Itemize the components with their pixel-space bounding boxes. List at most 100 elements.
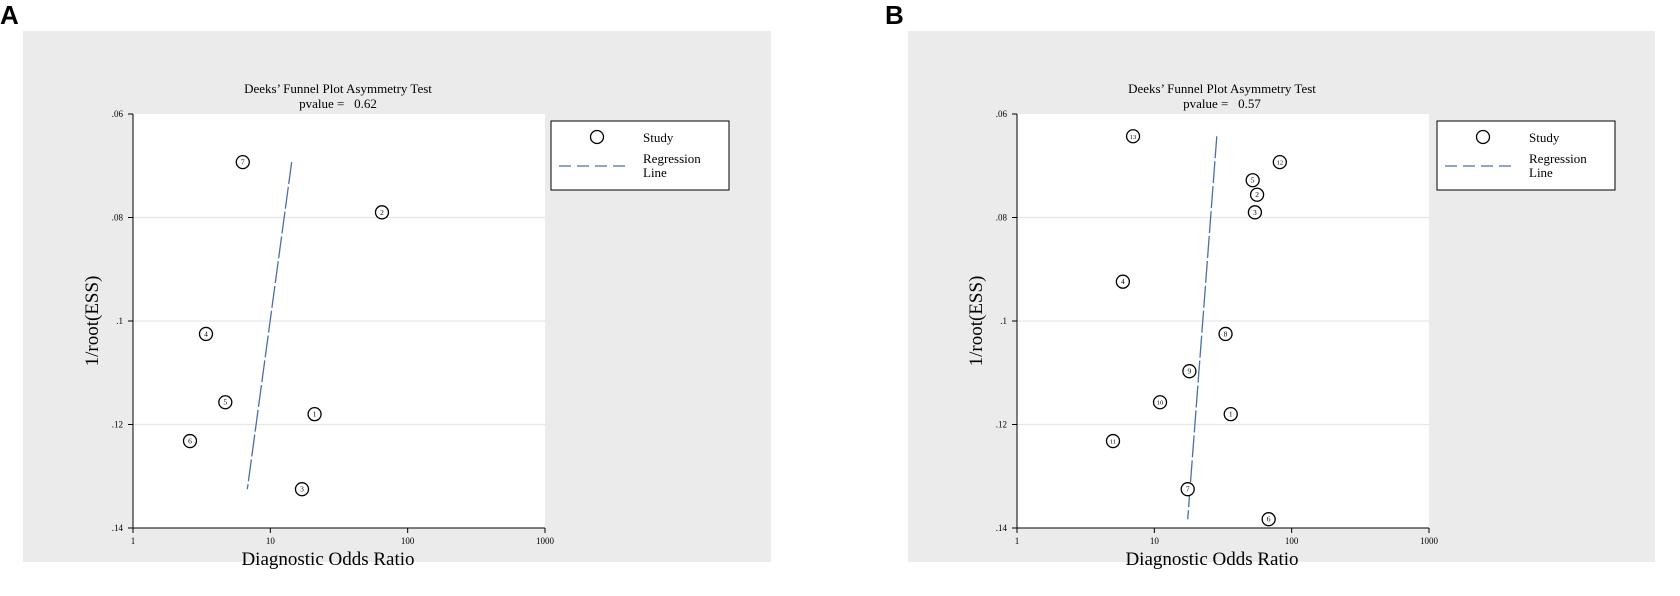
x-axis-label: Diagnostic Odds Ratio: [241, 549, 414, 570]
chart-subtitle: pvalue = 0.57: [1183, 96, 1261, 111]
regression-line: [246, 162, 293, 490]
study-marker: [1152, 395, 1168, 410]
chart-title: Deeks’ Funnel Plot Asymmetry Test: [1128, 81, 1316, 96]
legend-study-label: Study: [643, 130, 674, 145]
x-tick-label: 1: [131, 536, 136, 546]
legend-study-marker: [589, 129, 605, 145]
legend-study-marker: [1475, 129, 1491, 145]
x-tick-label: 1: [1015, 536, 1020, 546]
legend-regression-label-line2: Line: [1529, 165, 1553, 180]
study-marker: [218, 395, 233, 410]
study-label: 7: [1186, 485, 1190, 494]
study-point: 4: [1115, 274, 1131, 289]
study-marker: [1218, 326, 1233, 342]
study-point: 8: [1218, 326, 1233, 342]
study-label: 3: [1253, 208, 1257, 217]
study-marker: [1125, 129, 1141, 144]
study-label: 7: [241, 158, 245, 167]
y-tick-label: .08: [112, 213, 124, 223]
study-marker: [1180, 482, 1195, 497]
study-marker: [1261, 512, 1276, 527]
y-axis-label: 1/root(ESS): [82, 276, 103, 367]
study-label: 2: [1255, 190, 1259, 199]
x-tick-label: 1000: [1420, 536, 1439, 546]
study-label: 4: [1121, 277, 1125, 286]
y-tick-label: .1: [1000, 316, 1007, 326]
study-point: 1: [307, 406, 322, 422]
study-marker: [1249, 187, 1265, 202]
y-tick-label: .14: [996, 523, 1008, 533]
study-marker: [1272, 154, 1287, 170]
x-tick-label: 100: [401, 536, 415, 546]
study-label: 5: [1251, 176, 1255, 185]
study-point: 5: [1245, 173, 1260, 188]
study-marker: [198, 326, 214, 342]
regression-line: [1187, 136, 1218, 520]
legend-regression-label: Regression: [643, 151, 701, 166]
x-tick-label: 100: [1285, 536, 1299, 546]
study-point: 3: [1247, 205, 1263, 220]
legend-regression-label-line2: Line: [643, 165, 667, 180]
y-tick-label: .08: [996, 213, 1008, 223]
study-marker: [1223, 406, 1238, 422]
panel-letter: A: [0, 0, 19, 30]
study-marker: [1105, 433, 1121, 449]
panel-letter: B: [885, 0, 904, 30]
x-tick-label: 10: [266, 536, 276, 546]
study-marker: [235, 154, 250, 170]
study-point: 2: [374, 205, 390, 220]
panel-a: A .06 .08 .1 .12 .14 1 10 100 1000 Diagnostic Odds…: [0, 0, 771, 570]
study-label: 8: [1224, 329, 1228, 338]
study-point: 4: [198, 326, 214, 342]
study-label: 6: [188, 437, 192, 446]
study-label: 12: [1277, 160, 1284, 167]
y-tick-label: .06: [996, 109, 1008, 119]
legend-box: [550, 120, 730, 191]
study-label: 1: [1229, 410, 1233, 419]
study-marker: [374, 205, 390, 220]
study-marker: [1245, 173, 1260, 188]
x-axis-label: Diagnostic Odds Ratio: [1125, 549, 1298, 570]
x-tick-label: 10: [1150, 536, 1160, 546]
study-point: 2: [1249, 187, 1265, 202]
study-point: 7: [235, 154, 250, 170]
panel-b: B .06 .08 .1 .12 .14 1 10 100 1000 Diagnostic Odds…: [885, 0, 1655, 570]
legend-study-label: Study: [1529, 130, 1560, 145]
legend-regression-label: Regression: [1529, 151, 1587, 166]
chart-title: Deeks’ Funnel Plot Asymmetry Test: [244, 81, 432, 96]
study-label: 5: [223, 398, 227, 407]
study-label: 9: [1188, 367, 1192, 376]
y-tick-label: .1: [116, 316, 123, 326]
study-label: 3: [300, 485, 304, 494]
study-marker: [182, 433, 198, 449]
study-point: 6: [182, 433, 198, 449]
study-label: 1: [313, 410, 317, 419]
study-marker: [1115, 274, 1131, 289]
study-point: 7: [1180, 482, 1195, 497]
study-point: 13: [1125, 129, 1141, 144]
study-marker: [1182, 364, 1197, 379]
study-point: 3: [294, 482, 310, 497]
y-tick-label: .12: [996, 420, 1007, 430]
study-point: 11: [1105, 433, 1121, 449]
y-tick-label: .06: [112, 109, 124, 119]
study-label: 13: [1130, 134, 1137, 141]
study-point: 1: [1223, 406, 1238, 422]
study-label: 2: [380, 208, 384, 217]
study-label: 6: [1267, 515, 1271, 524]
study-marker: [307, 406, 322, 422]
study-marker: [1247, 205, 1263, 220]
study-label: 11: [1110, 439, 1116, 446]
y-tick-label: .12: [112, 420, 123, 430]
study-point: 12: [1272, 154, 1287, 170]
legend-box: [1436, 120, 1616, 191]
study-point: 9: [1182, 364, 1197, 379]
chart-subtitle: pvalue = 0.62: [299, 96, 377, 111]
study-point: 5: [218, 395, 233, 410]
study-point: 6: [1261, 512, 1276, 527]
study-point: 10: [1152, 395, 1168, 410]
y-axis-label: 1/root(ESS): [966, 276, 987, 367]
